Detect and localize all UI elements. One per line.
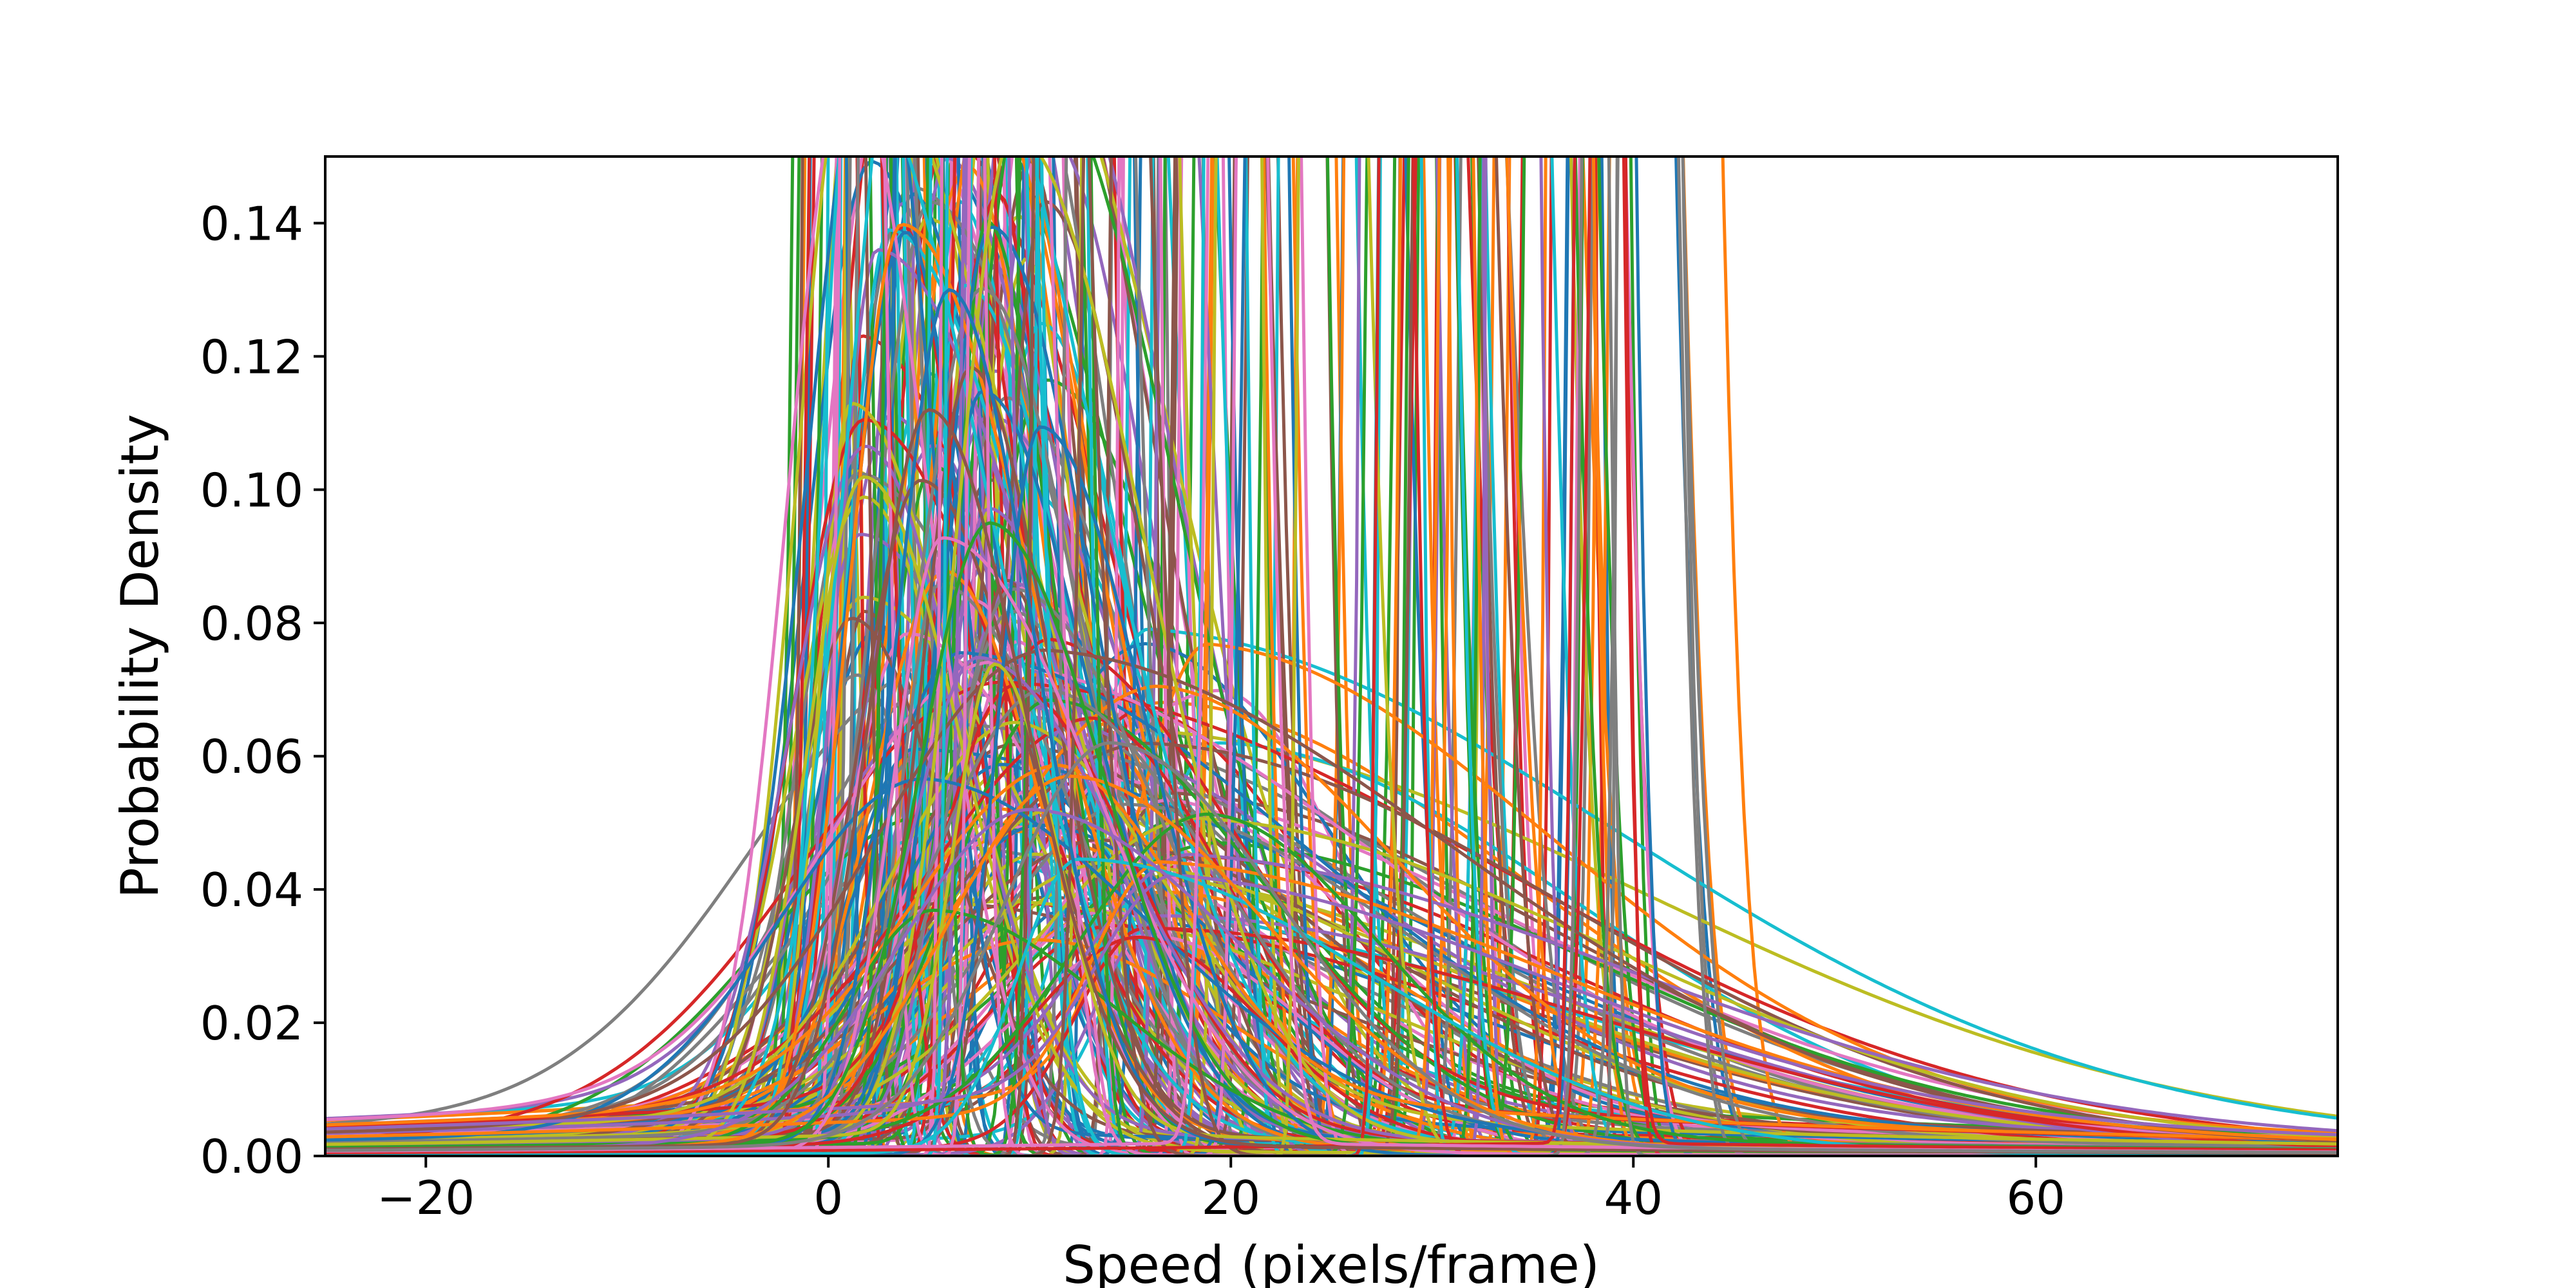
series-line [325,156,2338,1156]
series-line [325,873,2338,1137]
series-line [325,723,2338,1145]
series-lines [325,156,2338,1156]
plot-frame [324,155,2339,1157]
x-axis: −20 0 20 40 60 [377,1156,2065,1225]
x-tick-label: 40 [1604,1171,1663,1225]
x-tick-label: 20 [1201,1171,1260,1225]
y-tick-label: 0.10 [200,463,303,517]
series-line [325,741,2338,1155]
series-line [325,853,2338,1135]
x-tick-label: −20 [377,1171,475,1225]
y-tick-label: 0.14 [200,196,303,251]
series-line [325,156,2338,1156]
x-axis-label: Speed (pixels/frame) [1063,1235,1600,1288]
y-tick-label: 0.02 [200,996,303,1050]
y-tick-label: 0.04 [200,863,303,917]
y-tick-label: 0.12 [200,330,303,384]
series-line [325,721,2338,1146]
y-tick-label: 0.08 [200,596,303,650]
x-tick-label: 60 [2006,1171,2065,1225]
x-tick-label: 0 [813,1171,843,1225]
series-line [325,763,2338,1141]
y-tick-label: 0.00 [200,1130,303,1184]
y-axis-label: Probability Density [110,414,170,898]
y-axis: 0.00 0.02 0.04 0.06 0.08 0.10 0.12 0.14 [200,196,325,1184]
series-line [325,156,2338,1156]
series-line [325,816,2338,1143]
y-tick-label: 0.06 [200,730,303,784]
